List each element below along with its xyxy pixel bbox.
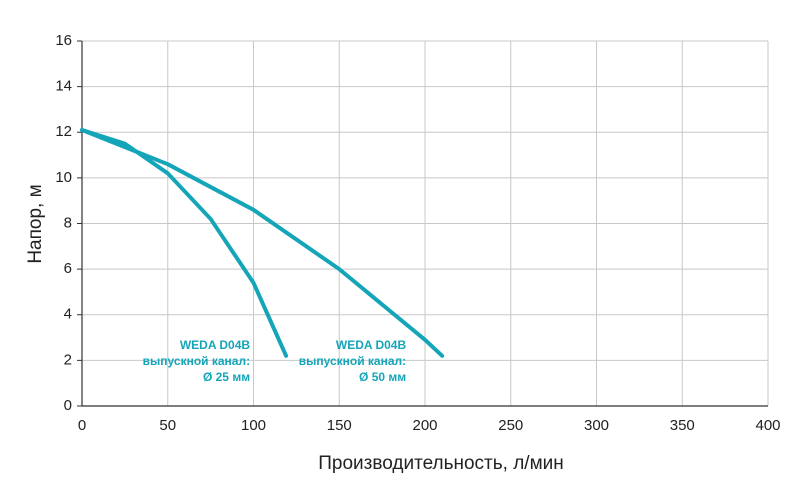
annotation: Ø 25 мм xyxy=(203,370,250,384)
y-axis-label: Напор, м xyxy=(25,184,46,263)
x-tick-label: 400 xyxy=(755,417,780,434)
x-tick-label: 300 xyxy=(584,417,609,434)
annotation: Ø 50 мм xyxy=(359,370,406,384)
y-tick-label: 0 xyxy=(64,397,72,414)
y-tick-label: 6 xyxy=(64,260,72,277)
y-tick-label: 4 xyxy=(64,306,72,323)
x-tick-label: 150 xyxy=(327,417,352,434)
x-tick-label: 250 xyxy=(498,417,523,434)
x-tick-label: 200 xyxy=(412,417,437,434)
annotation: выпускной канал: xyxy=(299,354,406,368)
y-tick-label: 8 xyxy=(64,214,72,231)
y-tick-label: 12 xyxy=(55,123,72,140)
x-tick-label: 350 xyxy=(670,417,695,434)
y-tick-label: 2 xyxy=(64,351,72,368)
annotation: выпускной канал: xyxy=(143,354,250,368)
series-line xyxy=(80,127,289,358)
annotation: WEDA D04B xyxy=(336,338,407,352)
x-tick-label: 100 xyxy=(241,417,266,434)
x-tick-label: 50 xyxy=(159,417,176,434)
x-tick-label: 0 xyxy=(78,417,86,434)
y-tick-label: 14 xyxy=(55,78,72,95)
series-line xyxy=(80,127,445,358)
y-tick-label: 10 xyxy=(55,169,72,186)
y-tick-label: 16 xyxy=(55,32,72,49)
x-axis-label: Производительность, л/мин xyxy=(318,453,564,474)
annotation: WEDA D04B xyxy=(180,338,251,352)
